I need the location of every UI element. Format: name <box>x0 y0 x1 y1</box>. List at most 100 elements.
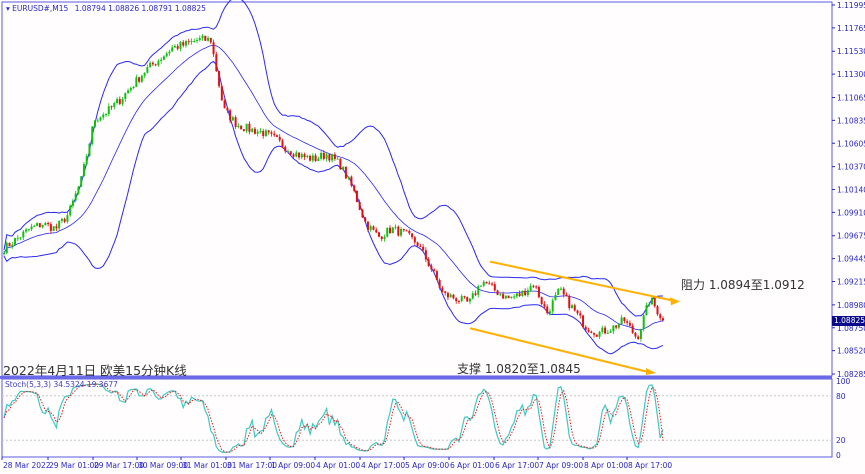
candle <box>369 226 372 230</box>
candle <box>446 292 449 298</box>
time-tick-label: 8 Apr 17:00 <box>628 461 672 470</box>
candle <box>154 64 157 66</box>
candle <box>259 131 262 133</box>
candle <box>273 133 276 136</box>
candle <box>11 244 14 247</box>
candle <box>584 327 587 330</box>
candle <box>518 293 521 297</box>
candle <box>22 231 25 238</box>
candle <box>364 217 367 222</box>
candle <box>557 289 560 295</box>
candle <box>176 46 179 49</box>
candle <box>529 285 532 291</box>
candle <box>140 75 143 82</box>
candle <box>455 298 458 302</box>
candle <box>419 246 422 248</box>
price-tick-label: 1.10370 <box>837 163 865 172</box>
candle <box>656 306 659 315</box>
candle <box>33 225 36 227</box>
candle <box>444 291 447 293</box>
candle <box>58 221 61 229</box>
candle <box>49 224 52 231</box>
candle <box>491 283 494 285</box>
candle <box>331 154 334 161</box>
price-tick-label: 1.09910 <box>837 208 865 217</box>
candle <box>207 37 210 41</box>
candle <box>515 293 518 297</box>
candle <box>242 129 245 131</box>
candle <box>344 166 347 179</box>
candle <box>287 151 290 153</box>
candle <box>366 221 369 230</box>
candle <box>532 285 535 287</box>
candle <box>554 294 557 301</box>
candle <box>504 295 507 299</box>
candle <box>184 41 187 46</box>
candle <box>521 290 524 297</box>
current-price-tag: 1.08825 <box>832 316 865 326</box>
candle <box>309 155 312 161</box>
candle <box>55 226 58 229</box>
support-arrow-icon <box>646 368 656 376</box>
candle <box>612 325 615 332</box>
stoch-tick-label: 100 <box>836 377 851 386</box>
time-tick-label: 28 Mar 2022 <box>3 461 51 470</box>
candle <box>513 296 516 298</box>
candle <box>36 223 39 226</box>
candle <box>229 110 232 121</box>
candle <box>347 176 350 179</box>
candle <box>488 283 491 285</box>
candle <box>466 297 469 302</box>
candle <box>526 290 529 296</box>
candle <box>565 294 568 296</box>
candle <box>355 190 358 203</box>
candle <box>424 250 427 260</box>
candle <box>165 53 168 57</box>
candle <box>77 186 80 194</box>
price-tick-label: 1.11530 <box>837 47 865 56</box>
candle <box>468 298 471 302</box>
candle <box>639 328 642 339</box>
candle <box>623 317 626 322</box>
candle <box>604 327 607 334</box>
candle <box>441 287 444 292</box>
candle <box>253 128 256 134</box>
candle <box>256 131 259 134</box>
candle <box>267 130 270 133</box>
price-tick-label: 1.08750 <box>837 324 865 333</box>
candle <box>480 285 483 287</box>
candle <box>477 286 480 295</box>
stochastic-main-line <box>3 383 664 454</box>
candle <box>118 99 121 104</box>
candle <box>116 99 119 103</box>
candle <box>251 128 254 132</box>
bollinger-upper-band <box>3 0 663 317</box>
price-tick-label: 1.08980 <box>837 301 865 310</box>
candle <box>295 152 298 157</box>
time-tick-label: 31 Mar 17:00 <box>227 461 277 470</box>
chart-header: ▾ EURUSD#,M15 1.08794 1.08826 1.08791 1.… <box>6 4 206 13</box>
candle <box>226 107 229 111</box>
candle <box>637 336 640 339</box>
price-tick-label: 1.10605 <box>837 139 865 148</box>
bollinger-lower-band <box>3 60 664 355</box>
candle <box>460 296 463 302</box>
candle <box>281 140 284 147</box>
candle <box>127 90 130 94</box>
candle <box>386 227 389 237</box>
candle <box>510 296 513 299</box>
candle <box>540 297 543 305</box>
candle <box>422 246 425 251</box>
candle <box>187 41 190 43</box>
candle <box>548 311 551 314</box>
time-tick-label: 4 Apr 01:00 <box>316 461 360 470</box>
candle <box>30 226 33 230</box>
candle <box>16 237 19 239</box>
candle <box>303 154 306 158</box>
collapse-triangle-icon[interactable]: ▾ <box>6 4 10 13</box>
candle <box>105 114 108 116</box>
candle <box>535 286 538 288</box>
price-tick-label: 1.09445 <box>837 255 865 264</box>
